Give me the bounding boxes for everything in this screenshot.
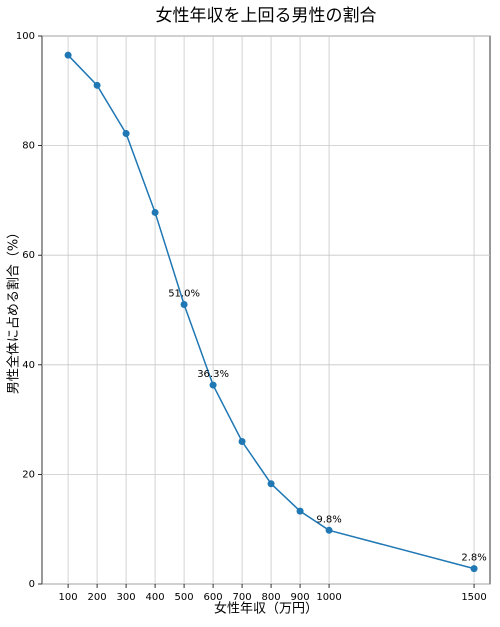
y-tick-label: 20	[22, 469, 35, 480]
x-tick-label: 600	[204, 592, 223, 603]
data-point	[151, 208, 159, 216]
plot-frame	[41, 35, 491, 585]
x-tick-label: 200	[88, 592, 107, 603]
y-tick-label: 100	[16, 31, 35, 42]
data-label: 51.0%	[168, 289, 200, 300]
data-label: 2.8%	[461, 553, 486, 564]
data-point	[64, 51, 72, 59]
data-point	[296, 507, 304, 515]
data-label: 36.3%	[197, 369, 229, 380]
x-tick-label: 100	[59, 592, 78, 603]
x-tick-label: 700	[233, 592, 252, 603]
y-tick-label: 0	[29, 579, 35, 590]
y-axis-label: 男性全体に占める割合（%）	[6, 226, 22, 394]
x-axis-label: 女性年収（万円）	[214, 601, 318, 617]
data-point	[267, 480, 275, 488]
x-tick-label: 300	[117, 592, 136, 603]
x-tick-label: 400	[146, 592, 165, 603]
data-point	[470, 565, 478, 573]
x-tick-label: 800	[262, 592, 281, 603]
data-point	[209, 381, 217, 389]
x-tick-label: 1500	[461, 592, 486, 603]
data-point	[325, 526, 333, 534]
x-tick-label: 900	[291, 592, 310, 603]
x-tick-label: 500	[175, 592, 194, 603]
chart-title: 女性年収を上回る男性の割合	[156, 6, 377, 26]
data-point	[122, 130, 130, 138]
data-point	[93, 81, 101, 89]
y-tick-label: 60	[22, 250, 35, 261]
data-label: 9.8%	[316, 514, 341, 525]
y-tick-label: 80	[22, 141, 35, 152]
data-point	[180, 301, 188, 309]
data-point	[238, 438, 246, 446]
x-tick-label: 1000	[316, 592, 341, 603]
y-tick-label: 40	[22, 360, 35, 371]
